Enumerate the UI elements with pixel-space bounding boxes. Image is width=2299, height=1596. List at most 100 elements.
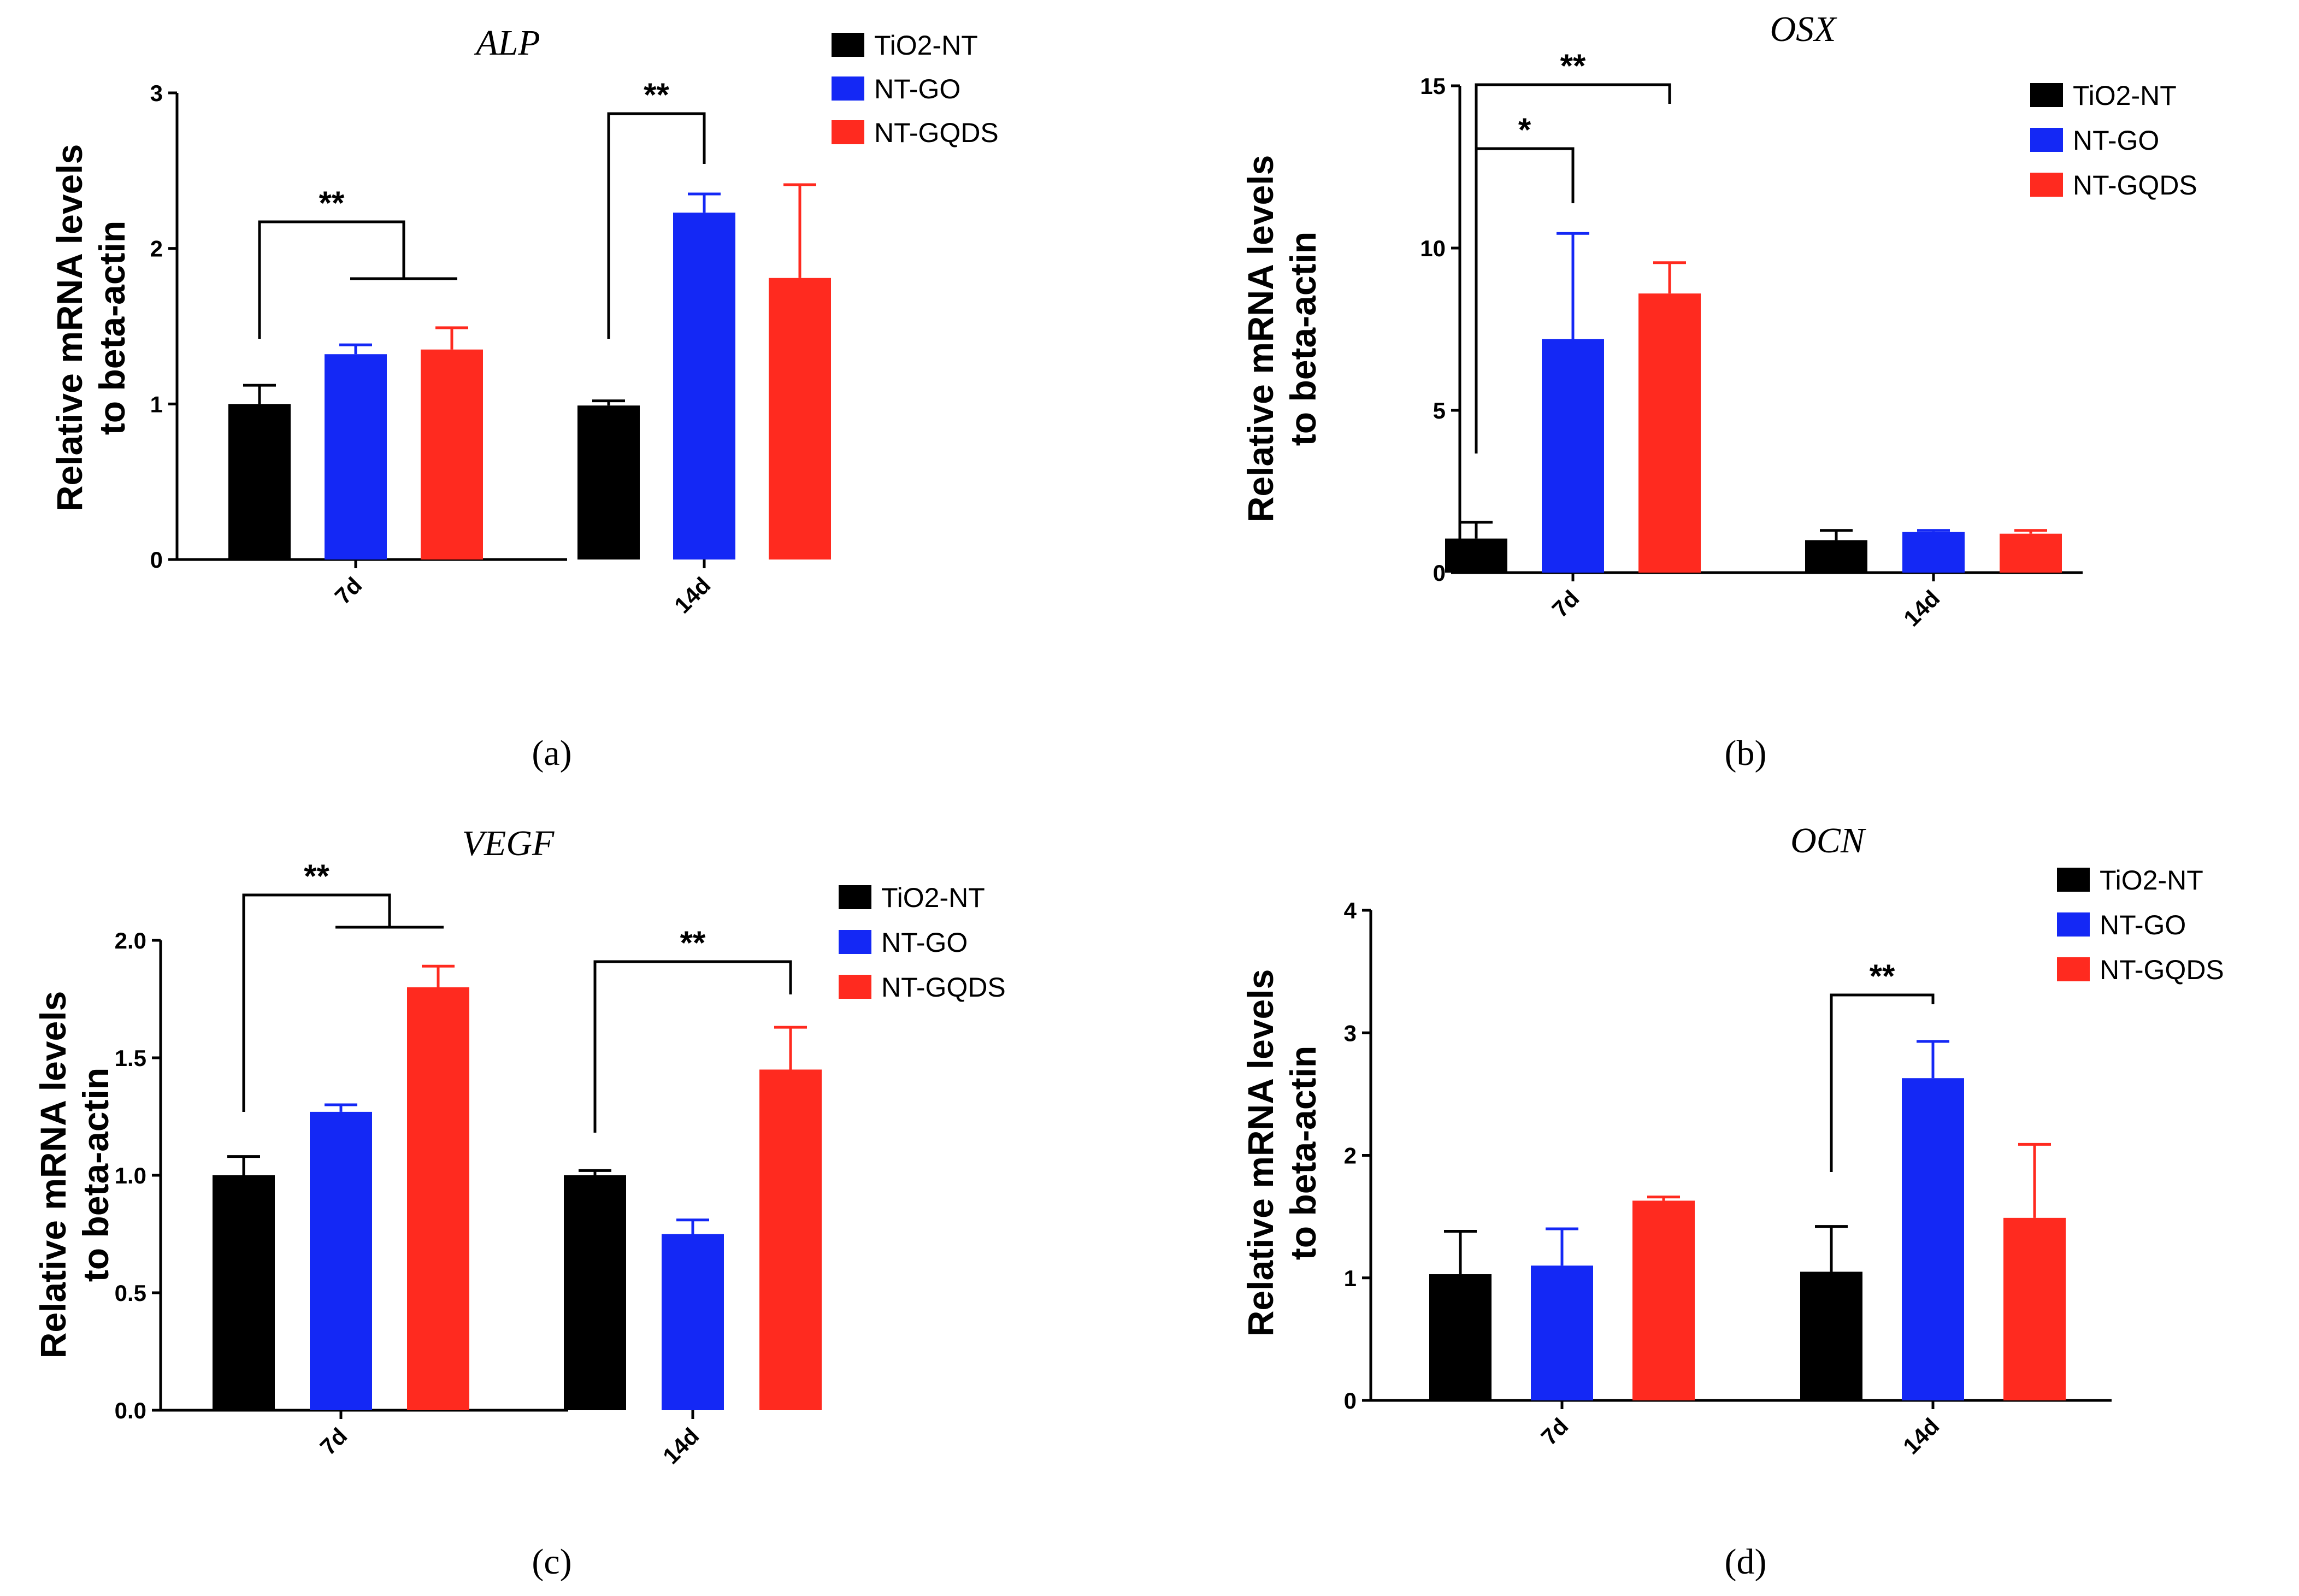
x-tick-label: 7d [1547,585,1584,622]
y-axis-label-line: to beta-actin [1283,232,1323,446]
bar-tio2-nt-14d [577,405,640,560]
x-tick-label: 14d [1898,1413,1944,1459]
y-tick-label: 2.0 [115,928,146,953]
legend-swatch [839,930,871,954]
bar-nt-go-14d [662,1234,724,1410]
y-tick-label: 0.0 [115,1398,146,1423]
y-axis-label-line: to beta-actin [1283,1046,1323,1260]
legend-label: NT-GO [2073,125,2159,156]
y-tick-label: 5 [1433,398,1446,423]
chart-panel-d: OCN Relative mRNA levelsto beta-actin 0 1 2 3… [1240,821,2224,1582]
y-axis-label: Relative mRNA levelsto beta-actin [1240,155,1323,523]
panel-caption: (b) [1725,733,1767,773]
legend-label: TiO2-NT [881,882,985,913]
y-axis-label: Relative mRNA levelsto beta-actin [49,144,132,512]
bar-nt-go-14d [1902,1078,1964,1400]
bracket-line [1475,147,1575,454]
y-tick-label: 0.5 [115,1280,146,1306]
x-tick-label: 7d [329,572,367,609]
significance-label: ** [304,858,329,894]
bracket-line [1830,993,1935,1172]
panel-caption: (a) [532,733,571,773]
significance-bracket: ** [607,76,706,339]
bar-nt-go-14d [673,213,735,560]
significance-bracket: ** [258,185,457,339]
legend: TiO2-NT NT-GO NT-GQDS [2030,80,2197,201]
legend-swatch [2057,868,2090,892]
significance-label: ** [1870,958,1895,994]
y-tick-label: 15 [1420,73,1446,99]
panel-caption: (c) [532,1542,571,1582]
significance-label: ** [680,924,706,961]
significance-bracket: ** [593,924,792,1133]
x-tick-label: 7d [315,1423,352,1460]
chart-panel-c: VEGF Relative mRNA levelsto beta-actin 0.0… [33,823,1006,1582]
legend-swatch [2057,912,2090,937]
bar-nt-gqds-14d [2003,1217,2066,1400]
chart-title: ALP [474,23,540,63]
significance-bracket: * [1475,111,1575,454]
bar-tio2-nt-7d [1445,538,1507,573]
significance-label: ** [644,76,669,113]
y-tick-label: 0 [1433,560,1446,586]
legend-swatch [832,33,864,57]
bar-nt-gqds-14d [759,1069,822,1410]
legend-label: NT-GO [2100,910,2186,940]
legend-swatch [832,120,864,144]
legend-label: NT-GQDS [881,972,1006,1003]
legend-label: TiO2-NT [874,30,978,61]
bar-nt-go-7d [1531,1265,1593,1400]
legend-swatch [839,885,871,909]
significance-bracket: ** [1830,958,1935,1172]
bar-tio2-nt-7d [1429,1274,1492,1400]
chart-title: OSX [1770,9,1838,49]
legend: TiO2-NT NT-GO NT-GQDS [839,882,1006,1003]
legend-label: NT-GO [874,74,960,104]
chart-title: OCN [1790,821,1867,861]
y-tick-label: 1 [150,391,163,417]
bar-tio2-nt-14d [1805,540,1867,573]
y-tick-label: 2 [150,236,163,262]
chart-title: VEGF [462,823,555,863]
bar-nt-gqds-7d [421,349,483,560]
bracket-line [607,112,706,339]
y-tick-label: 4 [1344,898,1357,923]
legend-label: TiO2-NT [2100,865,2203,896]
bar-nt-go-7d [1542,339,1604,573]
y-tick-label: 1 [1344,1265,1357,1291]
bracket-line [242,893,391,1112]
bar-tio2-nt-7d [213,1175,275,1410]
bar-tio2-nt-14d [1800,1271,1862,1400]
bar-nt-go-14d [1902,532,1965,573]
bracket-line [258,220,405,339]
x-tick-label: 7d [1536,1413,1573,1450]
legend-swatch [2030,128,2063,152]
y-axis-label-line: to beta-actin [75,1068,116,1282]
y-axis-label: Relative mRNA levelsto beta-actin [1240,969,1323,1337]
bar-nt-gqds-14d [769,278,831,560]
y-axis-label-line: Relative mRNA levels [1240,969,1281,1337]
legend-label: TiO2-NT [2073,80,2177,111]
legend-swatch [2030,83,2063,107]
bar-nt-go-7d [310,1111,372,1410]
y-tick-label: 0 [150,547,163,573]
x-tick-label: 14d [1899,585,1944,631]
y-tick-label: 3 [150,80,163,106]
bar-nt-gqds-14d [2000,533,2062,573]
bar-nt-gqds-7d [1632,1200,1695,1400]
y-axis-label-line: Relative mRNA levels [1240,155,1281,523]
legend-swatch [832,76,864,101]
bar-nt-gqds-7d [407,987,469,1410]
y-axis-label-line: to beta-actin [92,221,132,435]
y-tick-label: 0 [1344,1388,1357,1414]
y-tick-label: 10 [1420,235,1446,261]
y-tick-label: 1.0 [115,1163,146,1188]
chart-panel-a: ALP Relative mRNA levelsto beta-actin 0 1 2 3… [49,23,999,773]
y-axis-label-line: Relative mRNA levels [49,144,90,512]
significance-bracket: ** [242,858,444,1112]
legend-label: NT-GQDS [2073,170,2197,201]
legend-swatch [2057,957,2090,981]
legend-swatch [2030,173,2063,197]
bar-tio2-nt-14d [564,1175,626,1410]
